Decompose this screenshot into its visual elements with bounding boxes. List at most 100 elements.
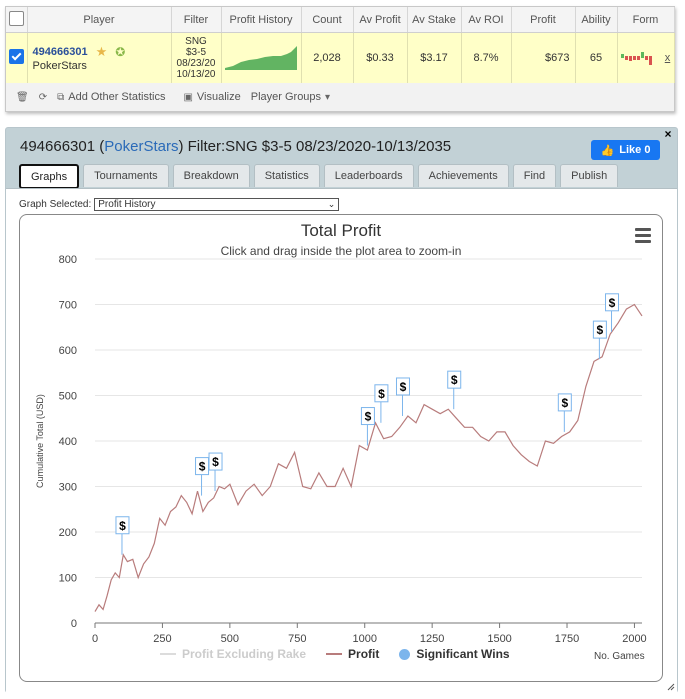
filter-line: 08/23/20 [176,58,216,69]
close-panel-button[interactable]: × [664,127,672,141]
y-tick-label: 400 [59,436,77,448]
col-header-av-roi[interactable]: Av ROI [461,7,512,33]
chart-container[interactable]: Total Profit Click and drag inside the p… [19,214,663,682]
resize-grip-icon[interactable] [667,683,675,691]
x-axis-label: No. Games [594,651,645,662]
add-columns-icon: ⧉ [57,91,65,103]
y-axis-label: Cumulative Total (USD) [35,394,45,488]
col-header-player[interactable]: Player [27,7,172,33]
significant-win-marker: $ [609,296,616,310]
filter-line: SNG [185,36,207,47]
tab-graphs[interactable]: Graphs [19,164,80,189]
title-paren: ( [95,138,105,155]
row-checkbox-cell[interactable] [6,32,28,83]
col-header-av-stake[interactable]: Av Stake [407,7,462,33]
significant-win-flag [374,384,389,403]
add-stats-button[interactable]: ⧉ Add Other Statistics [57,91,165,103]
av-stake-cell: $3.17 [407,32,462,83]
title-player-id: 494666301 [20,138,96,155]
profit-sparkline[interactable] [223,42,299,72]
refresh-icon: ⟳ [38,91,48,103]
x-tick-label: 250 [153,633,171,645]
col-header-count[interactable]: Count [301,7,354,33]
chart-legend: Profit Excluding Rake Profit Significant… [160,647,510,661]
col-header-av-profit[interactable]: Av Profit [353,7,408,33]
profit-chart[interactable]: 0 100 200 300 400 500 600 700 800 0 250 500 750 1000 1… [20,215,662,681]
tab-find[interactable]: Find [512,164,557,187]
player-groups-button[interactable]: Player Groups ▾ [251,91,330,103]
significant-win-marker: $ [212,455,219,469]
select-all-header[interactable] [6,7,28,33]
av-profit-cell: $0.33 [353,32,408,83]
legend-item-profit[interactable]: Profit [326,647,379,661]
like-label: Like 0 [619,144,651,156]
remove-row-link[interactable]: x [664,52,671,64]
facebook-like-button[interactable]: 👍 Like 0 [591,140,660,160]
legend-label: Profit Excluding Rake [182,647,307,661]
count-cell: 2,028 [301,32,354,83]
panel-title: 494666301 (PokerStars) Filter:SNG $3-5 0… [20,138,451,155]
player-cell: 494666301 ★ ✪ PokerStars [27,32,172,83]
star-badge-icon: ★ [95,44,108,59]
significant-win-marker: $ [451,373,458,387]
stats-panel: Player Filter Profit History Count Av Pr… [5,6,675,112]
significant-win-flag [605,293,620,312]
delete-button[interactable]: 🗑 [16,92,29,103]
y-tick-label: 200 [59,527,77,539]
graph-select-dropdown[interactable]: Profit History ⌄ [94,198,340,211]
select-all-checkbox[interactable] [8,10,24,26]
title-site-link[interactable]: PokerStars [104,138,179,155]
chart-subtitle: Click and drag inside the plot area to z… [220,244,462,258]
tab-statistics[interactable]: Statistics [253,164,320,187]
col-header-ability[interactable]: Ability [575,7,618,33]
y-tick-label: 500 [59,391,77,403]
player-site: PokerStars [32,60,87,72]
tab-breakdown[interactable]: Breakdown [172,164,250,187]
add-stats-label: Add Other Statistics [68,91,166,103]
y-tick-label: 100 [59,573,77,585]
legend-item-excl-rake[interactable]: Profit Excluding Rake [160,647,306,661]
tab-achievements[interactable]: Achievements [417,164,509,187]
form-bars [620,52,652,65]
col-header-form[interactable]: Form [617,7,675,33]
col-header-profit-history[interactable]: Profit History [221,7,302,33]
profit-series-line [94,303,643,612]
x-tick-label: 500 [221,633,239,645]
chevron-down-icon: ⌄ [327,199,336,209]
title-filter: ) Filter:SNG $3-5 08/23/2020-10/13/2035 [178,138,452,155]
significant-win-marker: $ [561,396,568,410]
filter-line: 10/13/20 [176,69,216,80]
tab-publish[interactable]: Publish [560,164,619,187]
legend-line-swatch [160,653,176,655]
image-icon: ▣ [183,91,193,103]
refresh-button[interactable]: ⟳ [39,92,47,103]
col-header-filter[interactable]: Filter [171,7,222,33]
profit-history-cell[interactable] [221,32,302,83]
x-tick-label: 1250 [420,633,444,645]
graph-select-value: Profit History [98,199,156,210]
legend-item-significant-wins[interactable]: Significant Wins [399,647,510,661]
thumbs-up-icon: 👍 [600,144,615,157]
legend-dot-swatch [399,648,411,660]
player-detail-panel: 494666301 (PokerStars) Filter:SNG $3-5 0… [5,127,678,693]
significant-win-flag [395,377,410,396]
significant-win-flag [557,393,572,412]
filter-line: $3-5 [185,47,206,58]
col-header-profit[interactable]: Profit [511,7,576,33]
table-row: 494666301 ★ ✪ PokerStars SNG $3-5 08/23/… [6,32,675,83]
visualize-button[interactable]: ▣ Visualize [183,91,240,103]
legend-label: Significant Wins [416,647,510,661]
row-checkbox[interactable] [8,49,24,64]
graph-select-label: Graph Selected: [19,199,92,210]
tab-leaderboards[interactable]: Leaderboards [323,164,414,187]
chart-menu-icon[interactable] [635,228,651,243]
significant-win-flag [592,320,607,339]
x-tick-label: 1750 [555,633,579,645]
significant-win-flag [360,407,375,426]
player-groups-label: Player Groups [250,91,322,103]
significant-win-marker: $ [378,387,385,401]
tab-bar: Graphs Tournaments Breakdown Statistics … [19,164,619,189]
legend-label: Profit [348,647,380,661]
tab-tournaments[interactable]: Tournaments [83,164,169,187]
player-id-link[interactable]: 494666301 [32,46,88,58]
